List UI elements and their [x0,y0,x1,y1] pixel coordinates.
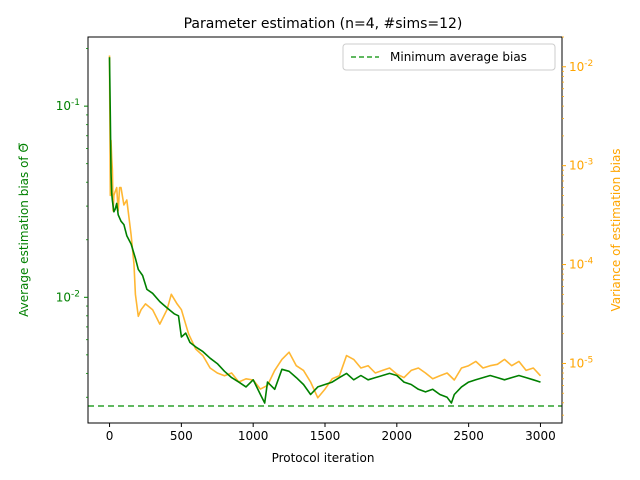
x-tick-label: 2500 [453,429,484,443]
y-right-tick-label: 10-4 [569,257,594,272]
x-axis-label: Protocol iteration [272,451,375,465]
legend: Minimum average bias [342,43,556,71]
y-axis-right: 10-5 10-4 10-3 10-2 [562,36,594,416]
y-right-tick-label: 10-2 [569,59,593,74]
x-tick-label: 2000 [382,429,413,443]
chart-title: Parameter estimation (n=4, #sims=12) [184,16,463,32]
x-tick-label: 1500 [310,429,341,443]
x-tick-label: 3000 [525,429,556,443]
series-variance-line [108,55,542,399]
x-tick-label: 500 [170,429,193,443]
y-axis-left: 10-2 10-1 [56,48,88,398]
y-left-tick-label: 10-2 [56,289,80,304]
series-layer [88,55,562,407]
series-bias-line [108,57,541,404]
y-right-tick-label: 10-5 [569,355,593,370]
x-tick-label: 1000 [238,429,269,443]
y-left-tick-label: 10-1 [56,98,80,113]
legend-label-min-bias: Minimum average bias [390,50,527,64]
x-axis: 0 500 1000 1500 2000 2500 3000 [106,423,556,443]
legend-box [342,43,556,71]
y-right-tick-label: 10-3 [569,158,593,173]
y-axis-right-label: Variance of estimation bias [609,148,623,311]
x-tick-label: 0 [106,429,114,443]
y-axis-left-label: Average estimation bias of Θ̅ [17,142,31,317]
